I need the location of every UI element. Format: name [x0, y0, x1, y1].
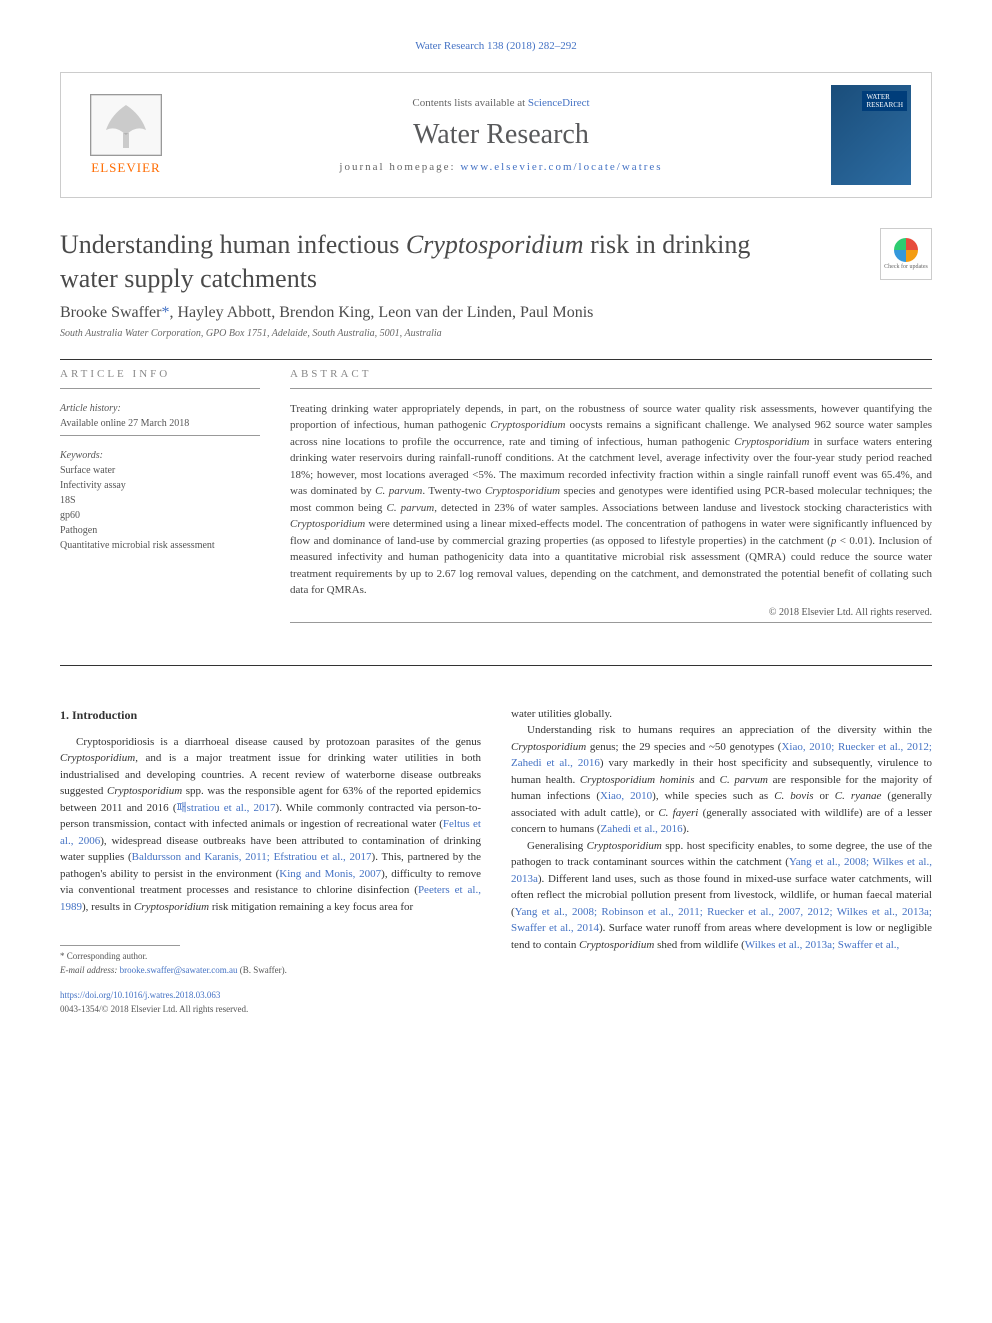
title-row: Understanding human infectious Cryptospo… [60, 228, 932, 296]
ref-link[interactable]: Yang et al., 2008; Wilkes et al., 2013a [511, 856, 932, 885]
abstract-divider-bottom [290, 622, 932, 623]
email-suffix: (B. Swaffer). [238, 965, 287, 975]
contents-prefix: Contents lists available at [412, 97, 527, 109]
col2-continuation: water utilities globally. [511, 706, 932, 723]
title-part-2: risk in drinking [584, 230, 751, 259]
ref-link[interactable]: Baldursson and Karanis, 2011; Efstratiou… [132, 851, 372, 863]
article-info-heading: ARTICLE INFO [60, 368, 260, 380]
crossmark-label: Check for updates [884, 264, 928, 270]
homepage-prefix: journal homepage: [339, 161, 460, 173]
title-part-1: Understanding human infectious [60, 230, 406, 259]
abstract-heading: ABSTRACT [290, 368, 932, 380]
abstract-divider [290, 388, 932, 389]
elsevier-tree-icon [90, 94, 162, 156]
elsevier-label: ELSEVIER [91, 160, 160, 176]
email-link[interactable]: brooke.swaffer@sawater.com.au [120, 965, 238, 975]
col2-p2: Generalising Cryptosporidium spp. host s… [511, 838, 932, 954]
journal-name: Water Research [171, 119, 831, 151]
keyword: Quantitative microbial risk assessment [60, 538, 260, 553]
keyword: Infectivity assay [60, 478, 260, 493]
keyword: Surface water [60, 463, 260, 478]
title-line-2: water supply catchments [60, 264, 317, 293]
article-title: Understanding human infectious Cryptospo… [60, 228, 860, 296]
journal-homepage-line: journal homepage: www.elsevier.com/locat… [171, 161, 831, 173]
ref-link[interactable]: Feltus et al., 2006 [60, 818, 481, 847]
ref-link[interactable]: Yang et al., 2008; Robinson et al., 2011… [511, 906, 932, 935]
intro-p1: Cryptosporidiosis is a diarrhoeal diseas… [60, 734, 481, 916]
doi-line: https://doi.org/10.1016/j.watres.2018.03… [60, 989, 481, 1003]
body-col-right: water utilities globally. Understanding … [511, 706, 932, 1017]
intro-heading: 1. Introduction [60, 706, 481, 724]
history-label: Article history: [60, 401, 260, 416]
divider-top [60, 359, 932, 360]
crossmark-icon [894, 238, 918, 262]
ref-link[interactable]: 패stratiou et al., 2017 [177, 802, 276, 814]
ref-link[interactable]: Peeters et al., 1989 [60, 884, 481, 913]
page-root: Water Research 138 (2018) 282–292 ELSEVI… [0, 0, 992, 1056]
ref-link[interactable]: Xiao, 2010 [600, 790, 652, 802]
abstract-copyright: © 2018 Elsevier Ltd. All rights reserved… [290, 607, 932, 618]
abstract-col: ABSTRACT Treating drinking water appropr… [290, 368, 932, 635]
crossmark-badge[interactable]: Check for updates [880, 228, 932, 280]
footer-divider [60, 945, 180, 946]
article-info-col: ARTICLE INFO Article history: Available … [60, 368, 260, 635]
keyword: Pathogen [60, 523, 260, 538]
issn-copyright: 0043-1354/© 2018 Elsevier Ltd. All right… [60, 1003, 481, 1017]
authors-line: Brooke Swaffer*, Hayley Abbott, Brendon … [60, 304, 932, 322]
body-col-left: 1. Introduction Cryptosporidiosis is a d… [60, 706, 481, 1017]
email-line: E-mail address: brooke.swaffer@sawater.c… [60, 964, 481, 978]
ref-link[interactable]: Wilkes et al., 2013a; Swaffer et al., [745, 939, 900, 951]
contents-list-line: Contents lists available at ScienceDirec… [171, 97, 831, 109]
sciencedirect-link[interactable]: ScienceDirect [528, 97, 590, 109]
body-columns: 1. Introduction Cryptosporidiosis is a d… [60, 706, 932, 1017]
volume-issue-link[interactable]: Water Research 138 (2018) 282–292 [60, 40, 932, 52]
keywords-block: Keywords: Surface water Infectivity assa… [60, 448, 260, 553]
homepage-link[interactable]: www.elsevier.com/locate/watres [460, 161, 662, 173]
journal-cover-thumbnail[interactable]: WATERRESEARCH [831, 85, 911, 185]
ref-link[interactable]: King and Monis, 2007 [279, 868, 381, 880]
doi-link[interactable]: https://doi.org/10.1016/j.watres.2018.03… [60, 990, 220, 1000]
elsevier-logo[interactable]: ELSEVIER [81, 90, 171, 180]
email-label: E-mail address: [60, 965, 120, 975]
col2-p1: Understanding risk to humans requires an… [511, 722, 932, 838]
keyword: 18S [60, 493, 260, 508]
divider-mid [60, 665, 932, 666]
keywords-label: Keywords: [60, 448, 260, 463]
title-italic: Cryptosporidium [406, 230, 584, 259]
footer-left: * Corresponding author. E-mail address: … [60, 945, 481, 1016]
abstract-text: Treating drinking water appropriately de… [290, 401, 932, 599]
info-abstract-row: ARTICLE INFO Article history: Available … [60, 368, 932, 635]
ref-link[interactable]: Zahedi et al., 2016 [601, 823, 683, 835]
corresponding-mark: * [161, 304, 169, 321]
article-history: Article history: Available online 27 Mar… [60, 401, 260, 431]
header-center: Contents lists available at ScienceDirec… [171, 97, 831, 173]
journal-header: ELSEVIER Contents lists available at Sci… [60, 72, 932, 198]
history-value: Available online 27 March 2018 [60, 416, 260, 431]
corresponding-author-note: * Corresponding author. [60, 950, 481, 964]
info-divider-2 [60, 435, 260, 436]
cover-label: WATERRESEARCH [862, 91, 907, 111]
keyword: gp60 [60, 508, 260, 523]
info-divider [60, 388, 260, 389]
affiliation: South Australia Water Corporation, GPO B… [60, 328, 932, 339]
